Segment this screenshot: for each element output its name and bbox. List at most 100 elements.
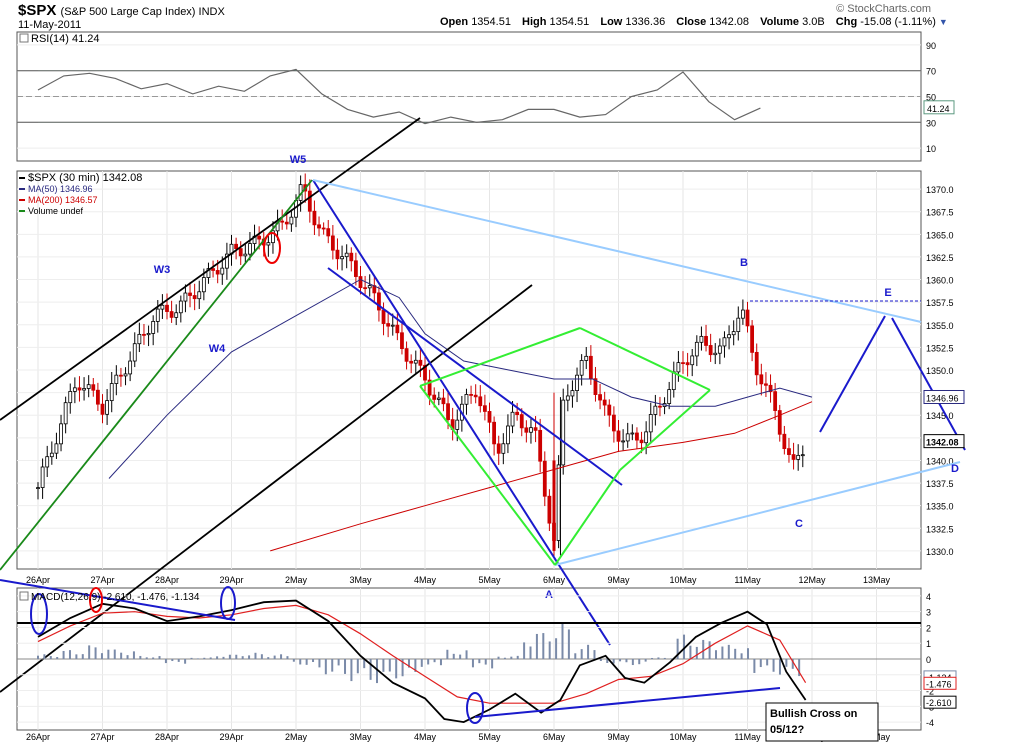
brand-label: © StockCharts.com bbox=[836, 3, 931, 15]
price-candle bbox=[487, 411, 492, 423]
macd-histogram-bar bbox=[721, 646, 724, 659]
price-ytick-label: 1332.5 bbox=[926, 524, 954, 534]
price-candle bbox=[796, 454, 801, 460]
price-candle bbox=[473, 394, 478, 398]
price-candle bbox=[234, 243, 239, 250]
price-candle bbox=[201, 277, 206, 293]
price-candle bbox=[146, 333, 151, 336]
price-legend-entry: Volume undef bbox=[28, 206, 84, 216]
price-candle bbox=[54, 443, 59, 454]
price-candle bbox=[335, 249, 340, 260]
price-candle bbox=[584, 355, 589, 361]
ma50-value-box bbox=[923, 389, 965, 404]
price-candle bbox=[658, 405, 662, 408]
price-candle bbox=[565, 395, 570, 401]
price-candle bbox=[386, 323, 391, 327]
macd-xtick-label: 3May bbox=[349, 732, 372, 742]
macd-histogram-bar bbox=[548, 641, 551, 659]
close-value-box bbox=[923, 434, 965, 449]
macd-histogram-bar bbox=[778, 659, 781, 675]
price-candle bbox=[787, 448, 791, 455]
price-candle bbox=[727, 334, 731, 339]
macd-histogram-bar bbox=[228, 654, 231, 659]
macd-histogram-bar bbox=[139, 655, 142, 659]
green-support-line bbox=[0, 179, 313, 571]
macd-histogram-bar bbox=[478, 659, 481, 664]
macd-signal-line bbox=[37, 604, 807, 704]
price-xtick-label: 10May bbox=[669, 575, 697, 585]
downtrend-lower-line bbox=[327, 267, 623, 486]
price-candle bbox=[524, 427, 529, 433]
price-candle bbox=[128, 360, 133, 375]
price-candle bbox=[782, 433, 787, 450]
macd-line bbox=[37, 599, 807, 724]
macd-xtick-label: 5May bbox=[478, 732, 501, 742]
macd-histogram-bar bbox=[184, 659, 187, 664]
price-legend-entry: $SPX (30 min) 1342.08 bbox=[28, 172, 142, 184]
macd-histogram-bar bbox=[401, 659, 404, 677]
macd-histogram-bar bbox=[382, 659, 385, 672]
price-candle bbox=[496, 443, 501, 454]
macd-blue-ellipse bbox=[30, 593, 48, 635]
macd-histogram-bar bbox=[612, 659, 615, 664]
dropdown-arrow-icon[interactable]: ▼ bbox=[938, 17, 948, 27]
macd-histogram-bar bbox=[331, 659, 334, 672]
macd-histogram-bar bbox=[318, 659, 321, 668]
price-candle bbox=[317, 224, 321, 229]
macd-histogram-bar bbox=[638, 659, 641, 665]
rsi-ytick-label: 30 bbox=[926, 118, 936, 128]
price-candle bbox=[197, 291, 202, 300]
macd-histogram-bar bbox=[75, 654, 78, 659]
price-candle bbox=[478, 396, 483, 407]
price-candle bbox=[492, 421, 497, 445]
wave-label-c: C bbox=[795, 518, 803, 530]
macd-histogram-bar bbox=[126, 655, 129, 659]
macd-histogram-bar bbox=[753, 659, 756, 673]
support-line bbox=[554, 461, 961, 566]
triangle-lower-right bbox=[554, 469, 621, 566]
price-candle bbox=[579, 360, 584, 376]
price-ytick-label: 1350.0 bbox=[926, 366, 954, 376]
macd-histogram-bar bbox=[216, 656, 219, 659]
upper-channel-line bbox=[0, 117, 421, 421]
price-candle bbox=[501, 443, 506, 454]
price-candle bbox=[602, 399, 607, 406]
price-ytick-label: 1357.5 bbox=[926, 298, 954, 308]
price-ytick-label: 1337.5 bbox=[926, 479, 954, 489]
price-candle bbox=[377, 292, 381, 311]
macd-histogram-bar bbox=[542, 633, 545, 659]
bullish-cross-text: 05/12? bbox=[770, 724, 805, 736]
price-candle bbox=[395, 324, 400, 334]
macd-histogram-bar bbox=[363, 659, 366, 669]
price-candle bbox=[611, 414, 616, 432]
price-candle bbox=[635, 432, 639, 441]
price-ytick-label: 1335.0 bbox=[926, 502, 954, 512]
macd-xtick-label: 28Apr bbox=[155, 732, 179, 742]
price-candle bbox=[791, 454, 796, 460]
macd-histogram-bar bbox=[631, 659, 634, 666]
macd-histogram-bar bbox=[88, 645, 91, 659]
price-candle bbox=[215, 270, 220, 275]
projected-wave-up bbox=[819, 315, 886, 433]
macd-histogram-bar bbox=[657, 657, 660, 659]
macd-histogram-bar bbox=[446, 649, 449, 659]
wave-label-w3: W3 bbox=[154, 264, 171, 276]
macd-histogram-bar bbox=[62, 650, 65, 659]
price-candle bbox=[206, 268, 211, 278]
macd-histogram-bar bbox=[414, 659, 417, 672]
macd-histogram-bar bbox=[759, 659, 762, 668]
price-candle bbox=[681, 362, 685, 365]
macd-histogram-bar bbox=[337, 659, 340, 666]
macd-histogram-bar bbox=[222, 656, 225, 659]
macd-histogram-bar bbox=[203, 657, 206, 659]
price-candle bbox=[132, 343, 137, 362]
price-xtick-label: 28Apr bbox=[155, 575, 179, 585]
price-candle bbox=[257, 235, 262, 240]
macd-histogram-bar bbox=[254, 652, 257, 659]
price-candle bbox=[72, 387, 77, 392]
price-candle bbox=[49, 452, 54, 458]
macd-histogram-bar bbox=[689, 645, 692, 659]
macd-value-box bbox=[923, 695, 957, 709]
ma200-line bbox=[270, 401, 813, 552]
price-candle bbox=[344, 252, 349, 258]
